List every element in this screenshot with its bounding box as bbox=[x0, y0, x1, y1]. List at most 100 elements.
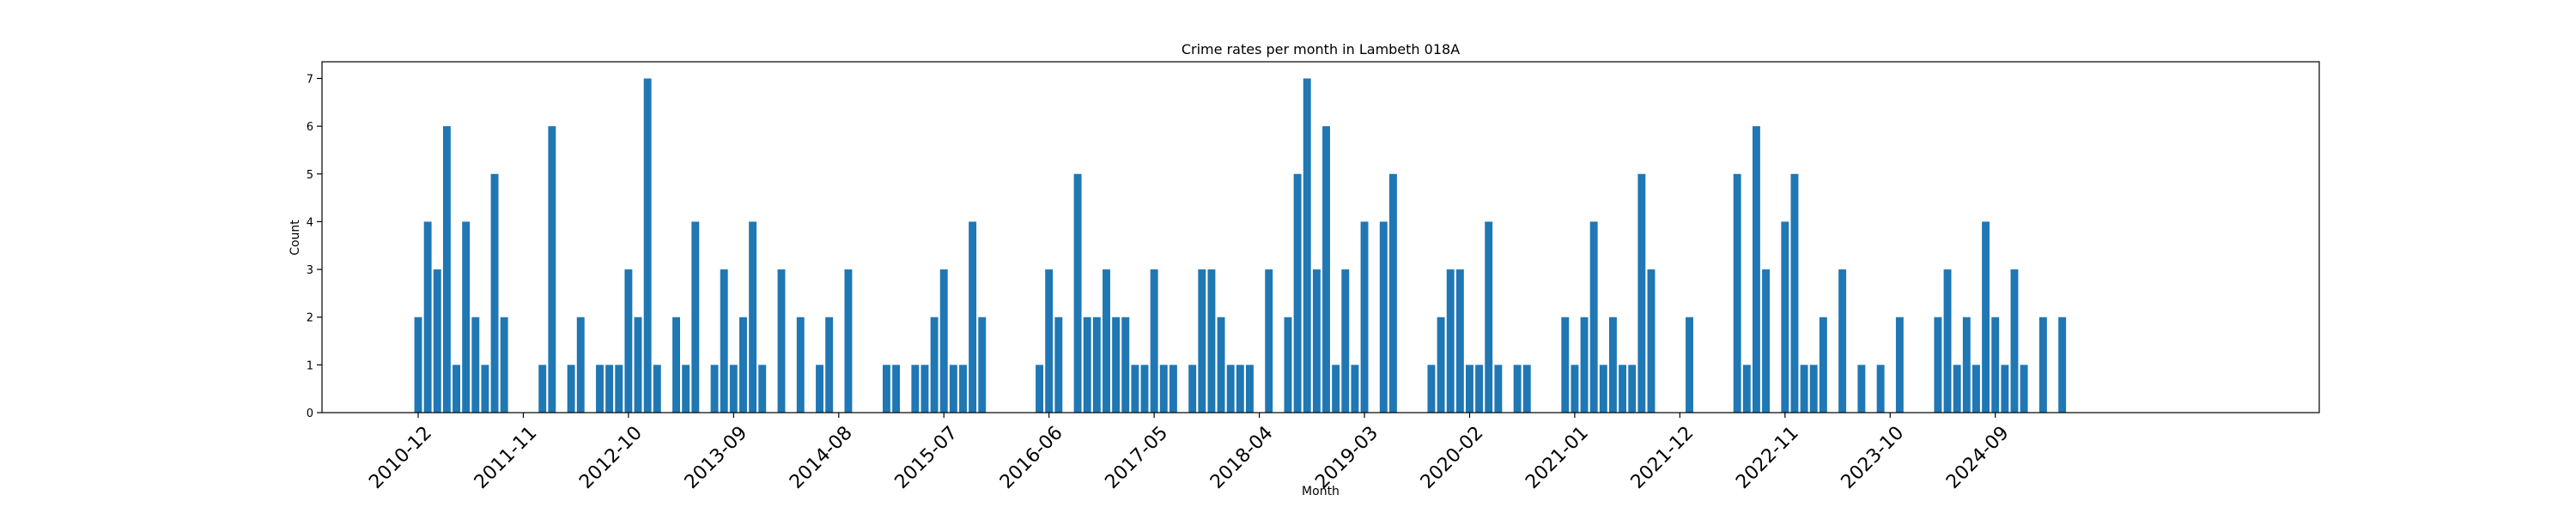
x-tick-label: 2011-11 bbox=[471, 422, 542, 493]
bar bbox=[1819, 317, 1827, 413]
y-tick-label: 3 bbox=[307, 264, 313, 277]
bar bbox=[1628, 365, 1637, 413]
bar bbox=[1571, 365, 1579, 413]
bar bbox=[2058, 317, 2067, 413]
bar bbox=[1207, 269, 1216, 413]
bar bbox=[739, 317, 747, 413]
bar bbox=[1150, 269, 1158, 413]
bar bbox=[2038, 317, 2047, 413]
bar bbox=[1121, 317, 1130, 413]
bar bbox=[1982, 221, 1990, 413]
y-tick-label: 1 bbox=[307, 359, 313, 372]
x-tick-label: 2014-08 bbox=[786, 422, 857, 493]
bar bbox=[729, 365, 738, 413]
bar bbox=[1159, 365, 1168, 413]
bar bbox=[1073, 173, 1082, 413]
bar bbox=[672, 317, 681, 413]
x-tick-label: 2010-12 bbox=[365, 422, 436, 493]
bar bbox=[1036, 365, 1044, 413]
bar bbox=[1589, 221, 1598, 413]
bar bbox=[758, 365, 767, 413]
bar bbox=[538, 365, 547, 413]
bar bbox=[1494, 365, 1503, 413]
bar bbox=[1790, 173, 1799, 413]
bar bbox=[567, 365, 575, 413]
bar bbox=[959, 365, 967, 413]
bar bbox=[500, 317, 508, 413]
bar bbox=[1245, 365, 1254, 413]
x-tick-label: 2012-10 bbox=[575, 422, 647, 493]
bar bbox=[1188, 365, 1197, 413]
y-tick-label: 5 bbox=[307, 169, 313, 182]
bar bbox=[1619, 365, 1627, 413]
x-tick-label: 2019-03 bbox=[1311, 422, 1382, 493]
bar bbox=[930, 317, 939, 413]
bar bbox=[2020, 365, 2028, 413]
bar bbox=[749, 221, 757, 413]
bar bbox=[1686, 317, 1693, 413]
bar bbox=[882, 365, 890, 413]
x-tick-label: 2013-09 bbox=[681, 422, 752, 493]
bar bbox=[1647, 269, 1656, 413]
bar bbox=[1455, 269, 1464, 413]
bar bbox=[2010, 269, 2019, 413]
bar bbox=[2001, 365, 2009, 413]
bar bbox=[1857, 365, 1866, 413]
bar bbox=[920, 365, 929, 413]
bar bbox=[1312, 269, 1321, 413]
y-tick-label: 2 bbox=[307, 312, 313, 325]
bar bbox=[949, 365, 957, 413]
bar bbox=[414, 317, 422, 413]
bar bbox=[1762, 269, 1771, 413]
bar bbox=[1054, 317, 1063, 413]
bar bbox=[1809, 365, 1818, 413]
bar bbox=[1360, 221, 1369, 413]
bar bbox=[1341, 269, 1350, 413]
bar bbox=[462, 221, 471, 413]
bar bbox=[1446, 269, 1455, 413]
y-axis-label: Count bbox=[289, 220, 302, 256]
x-tick-label: 2017-05 bbox=[1101, 422, 1172, 493]
bar bbox=[1733, 173, 1741, 413]
bar bbox=[1781, 221, 1789, 413]
bar bbox=[576, 317, 585, 413]
bar bbox=[1140, 365, 1149, 413]
bar bbox=[844, 269, 853, 413]
bar bbox=[442, 126, 451, 413]
bar bbox=[939, 269, 948, 413]
bar bbox=[1083, 317, 1091, 413]
bar bbox=[969, 221, 977, 413]
bar bbox=[596, 365, 604, 413]
bar bbox=[825, 317, 834, 413]
bar bbox=[615, 365, 623, 413]
bar bbox=[1351, 365, 1359, 413]
bar bbox=[471, 317, 480, 413]
bar bbox=[1322, 126, 1330, 413]
bar bbox=[1226, 365, 1235, 413]
bar bbox=[1580, 317, 1589, 413]
bar bbox=[777, 269, 786, 413]
bar bbox=[1379, 221, 1388, 413]
bar bbox=[1112, 317, 1121, 413]
bar bbox=[1466, 365, 1473, 413]
bar bbox=[481, 365, 489, 413]
bar bbox=[1800, 365, 1808, 413]
bar bbox=[1169, 365, 1177, 413]
bar bbox=[453, 365, 460, 413]
bar bbox=[1427, 365, 1436, 413]
bar bbox=[691, 221, 700, 413]
x-axis-label: Month bbox=[1302, 485, 1340, 498]
y-tick-label: 0 bbox=[307, 407, 313, 420]
bar bbox=[1475, 365, 1484, 413]
bar bbox=[1236, 365, 1244, 413]
bar bbox=[911, 365, 920, 413]
y-axis-ticks: 0 1 2 3 4 5 6 7 bbox=[307, 73, 322, 420]
bar bbox=[1742, 365, 1751, 413]
bar bbox=[1943, 269, 1952, 413]
x-axis-ticks: 2010-12 2011-11 2012-10 2013-09 2014-08 2015-… bbox=[365, 413, 2014, 493]
bar bbox=[1599, 365, 1607, 413]
bar bbox=[1561, 317, 1570, 413]
chart-title: Crime rates per month in Lambeth 018A bbox=[1182, 41, 1460, 57]
